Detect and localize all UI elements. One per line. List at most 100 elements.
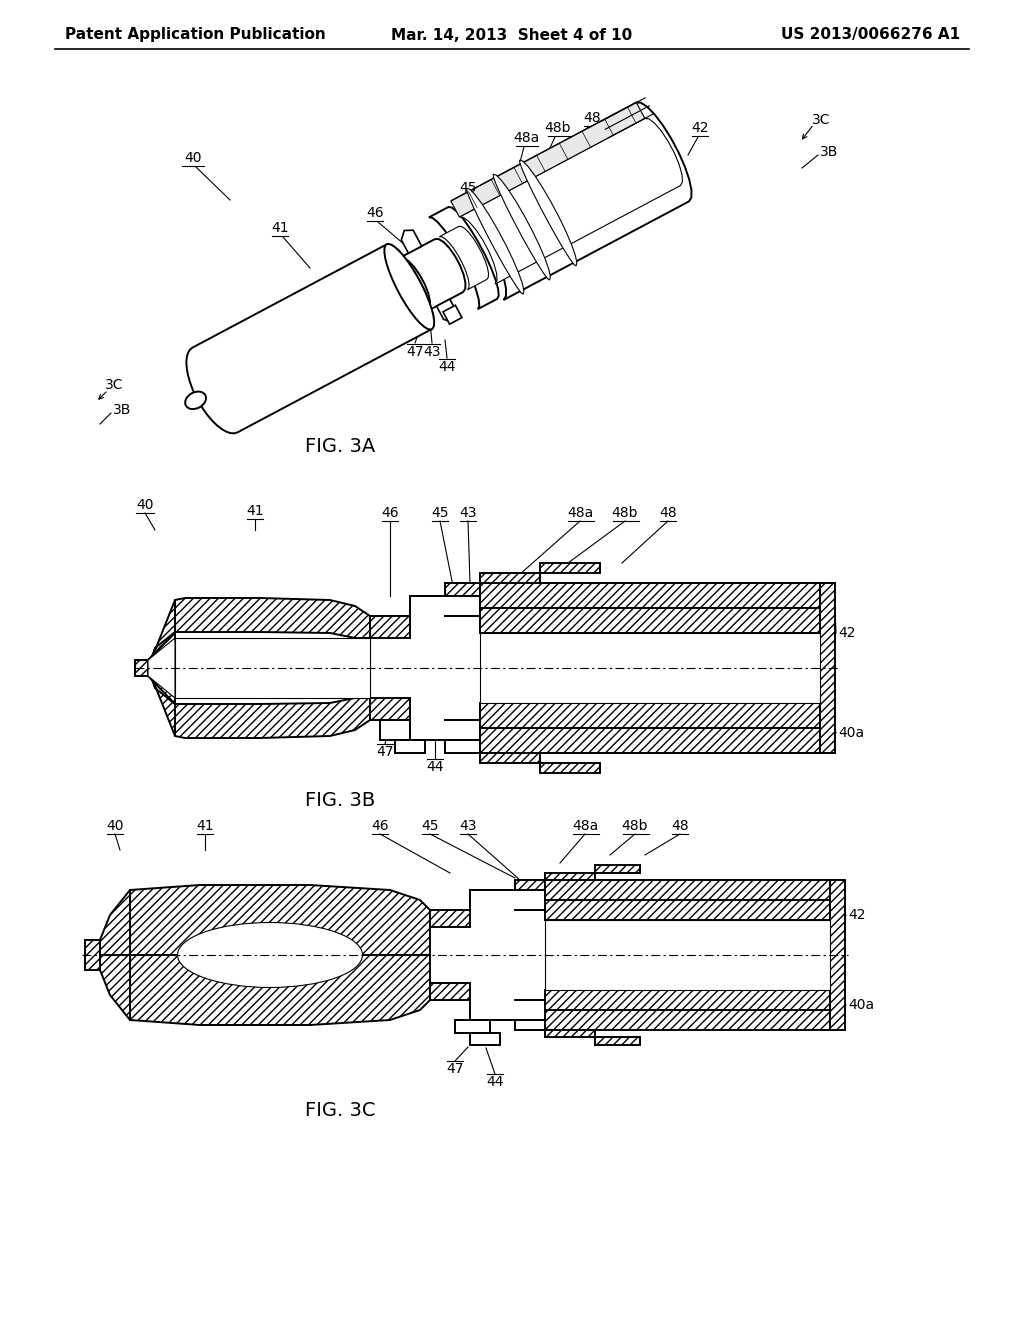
Text: 43: 43 — [459, 506, 477, 520]
Text: 48a: 48a — [571, 818, 598, 833]
Text: 3B: 3B — [820, 145, 839, 158]
Polygon shape — [380, 719, 410, 741]
Polygon shape — [545, 873, 595, 880]
Polygon shape — [467, 189, 524, 294]
Polygon shape — [148, 601, 175, 668]
Text: 44: 44 — [438, 360, 456, 374]
Polygon shape — [455, 1020, 490, 1034]
Polygon shape — [100, 890, 130, 954]
Ellipse shape — [177, 923, 362, 987]
Text: FIG. 3B: FIG. 3B — [305, 791, 375, 809]
Polygon shape — [520, 160, 577, 267]
Polygon shape — [445, 583, 480, 597]
Polygon shape — [595, 1038, 640, 1045]
Text: 42: 42 — [838, 626, 855, 640]
Polygon shape — [130, 954, 430, 1026]
Polygon shape — [480, 573, 540, 583]
Polygon shape — [460, 119, 682, 284]
Text: 48a: 48a — [513, 131, 539, 145]
Text: 48b: 48b — [545, 121, 571, 135]
Polygon shape — [175, 638, 370, 698]
Polygon shape — [830, 880, 845, 1030]
Polygon shape — [515, 1020, 545, 1030]
Text: US 2013/0066276 A1: US 2013/0066276 A1 — [781, 28, 961, 42]
Text: 48: 48 — [659, 506, 677, 520]
Polygon shape — [135, 660, 148, 676]
Text: 45: 45 — [459, 181, 477, 195]
Text: 48b: 48b — [611, 506, 638, 520]
Polygon shape — [175, 698, 370, 738]
Text: FIG. 3A: FIG. 3A — [305, 437, 375, 457]
Polygon shape — [820, 583, 835, 752]
Polygon shape — [430, 983, 470, 1001]
Polygon shape — [540, 564, 600, 573]
Polygon shape — [395, 741, 425, 752]
Ellipse shape — [185, 392, 206, 409]
Polygon shape — [148, 632, 175, 704]
Polygon shape — [370, 616, 410, 638]
Polygon shape — [540, 763, 600, 774]
Polygon shape — [545, 1030, 595, 1038]
Text: 48: 48 — [671, 818, 689, 833]
Text: 48a: 48a — [567, 506, 593, 520]
Polygon shape — [451, 103, 645, 216]
Polygon shape — [148, 638, 175, 698]
Polygon shape — [480, 634, 820, 704]
Text: 46: 46 — [381, 506, 398, 520]
Text: 42: 42 — [691, 121, 709, 135]
Text: 45: 45 — [431, 506, 449, 520]
Polygon shape — [130, 884, 430, 954]
Text: FIG. 3C: FIG. 3C — [305, 1101, 375, 1119]
Text: 3C: 3C — [812, 114, 830, 127]
Text: 40: 40 — [184, 150, 202, 165]
Text: 40: 40 — [106, 818, 124, 833]
Text: 46: 46 — [371, 818, 389, 833]
Polygon shape — [186, 244, 434, 433]
Polygon shape — [445, 741, 480, 752]
Text: 44: 44 — [426, 760, 443, 774]
Polygon shape — [480, 583, 820, 609]
Polygon shape — [148, 668, 175, 737]
Text: 3B: 3B — [113, 403, 131, 417]
Text: Mar. 14, 2013  Sheet 4 of 10: Mar. 14, 2013 Sheet 4 of 10 — [391, 28, 633, 42]
Text: 47: 47 — [407, 345, 424, 359]
Polygon shape — [545, 880, 830, 900]
Text: 41: 41 — [246, 504, 264, 517]
Text: 48: 48 — [584, 111, 601, 125]
Polygon shape — [545, 900, 830, 920]
Text: 44: 44 — [486, 1074, 504, 1089]
Text: 43: 43 — [423, 345, 440, 359]
Polygon shape — [175, 598, 370, 638]
Text: 42: 42 — [848, 908, 865, 921]
Polygon shape — [445, 741, 480, 752]
Polygon shape — [515, 1020, 545, 1030]
Polygon shape — [429, 207, 499, 309]
Polygon shape — [370, 698, 410, 719]
Text: 40a: 40a — [838, 726, 864, 741]
Polygon shape — [399, 239, 466, 310]
Polygon shape — [480, 609, 820, 634]
Polygon shape — [470, 1034, 500, 1045]
Polygon shape — [494, 174, 551, 280]
Ellipse shape — [384, 244, 434, 330]
Text: 48b: 48b — [622, 818, 648, 833]
Text: 40a: 40a — [848, 998, 874, 1012]
Polygon shape — [480, 729, 820, 752]
Text: 47: 47 — [376, 744, 394, 759]
Polygon shape — [401, 230, 422, 253]
Text: 41: 41 — [271, 220, 289, 235]
Polygon shape — [480, 752, 540, 763]
Polygon shape — [439, 227, 488, 289]
Text: 3C: 3C — [105, 378, 124, 392]
Polygon shape — [100, 954, 130, 1020]
Polygon shape — [515, 880, 545, 890]
Text: 47: 47 — [446, 1063, 464, 1076]
Polygon shape — [545, 920, 830, 990]
Polygon shape — [480, 704, 820, 729]
Polygon shape — [430, 909, 470, 927]
Polygon shape — [436, 300, 459, 322]
Text: 41: 41 — [197, 818, 214, 833]
Text: 46: 46 — [367, 206, 384, 220]
Polygon shape — [443, 305, 462, 325]
Text: 40: 40 — [136, 498, 154, 512]
